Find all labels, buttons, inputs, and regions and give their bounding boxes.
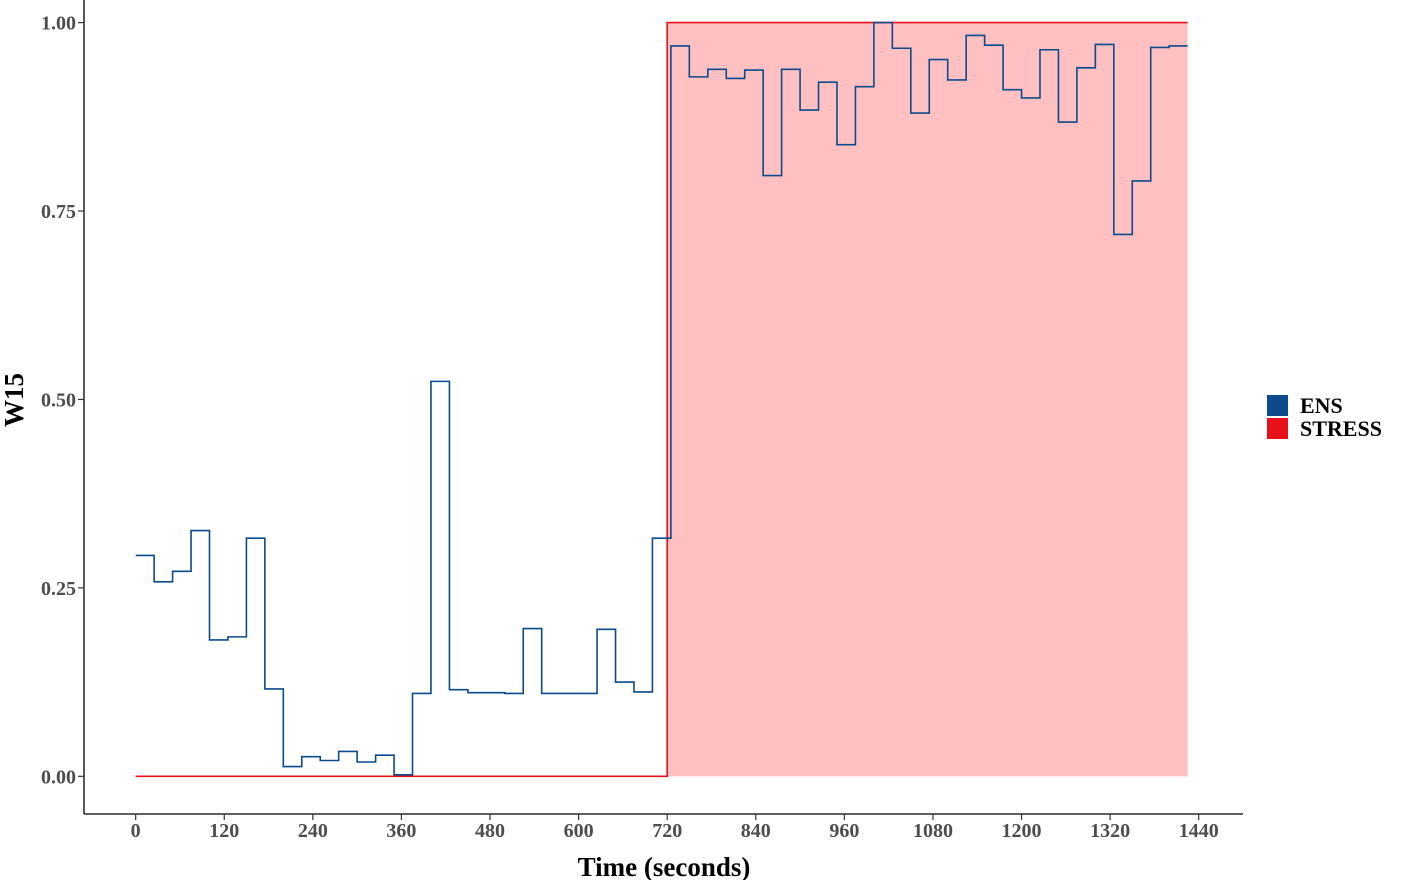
x-tick-label: 1080 xyxy=(913,820,953,842)
legend: ENS STRESS xyxy=(1267,393,1382,441)
x-tick-label: 0 xyxy=(131,820,141,842)
x-ticks: 0 120 240 360 480 600 720 840 960 1080 1200 1320 144… xyxy=(131,814,1219,842)
legend-swatch-stress xyxy=(1267,418,1288,439)
stress-line-layer xyxy=(135,21,1188,778)
y-axis-title: W15 xyxy=(0,373,29,427)
x-axis-title: Time (seconds) xyxy=(578,852,751,880)
y-tick-label: 0.25 xyxy=(41,578,76,600)
x-tick-label: 960 xyxy=(829,820,859,842)
ens-line-layer xyxy=(135,21,1188,776)
ens-series-line xyxy=(135,21,1188,776)
x-tick-label: 1320 xyxy=(1090,820,1130,842)
axes xyxy=(83,0,1243,815)
x-tick-label: 600 xyxy=(564,820,594,842)
x-tick-label: 1200 xyxy=(1002,820,1042,842)
x-tick-label: 720 xyxy=(652,820,682,842)
y-tick-label: 0.75 xyxy=(41,201,76,223)
x-tick-label: 1440 xyxy=(1179,820,1219,842)
y-tick-label: 0.00 xyxy=(41,766,76,788)
y-tick-label: 1.00 xyxy=(41,13,76,35)
x-tick-label: 480 xyxy=(475,820,505,842)
stress-area xyxy=(135,22,1188,777)
x-tick-label: 120 xyxy=(209,820,239,842)
x-tick-label: 840 xyxy=(741,820,771,842)
y-ticks: 0.00 0.25 0.50 0.75 1.00 xyxy=(41,13,84,788)
stress-area-layer xyxy=(135,22,1188,777)
y-tick-label: 0.50 xyxy=(41,389,76,411)
legend-label-ens: ENS xyxy=(1300,393,1343,418)
legend-swatch-ens xyxy=(1267,395,1288,416)
stress-series-line xyxy=(135,21,1188,778)
x-tick-label: 360 xyxy=(386,820,416,842)
x-tick-label: 240 xyxy=(298,820,328,842)
legend-label-stress: STRESS xyxy=(1300,416,1382,441)
